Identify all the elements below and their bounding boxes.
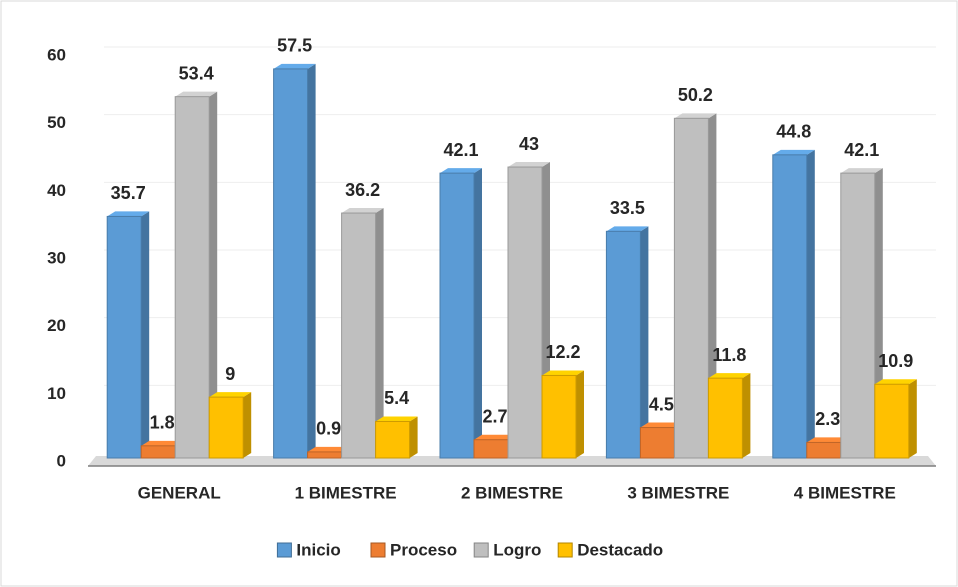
- bar-top: [640, 422, 683, 428]
- bar: [140, 445, 176, 459]
- y-tick-label: 20: [47, 316, 66, 335]
- bar-side: [243, 392, 252, 458]
- legend-label: Inicio: [296, 540, 340, 559]
- x-tick-label: GENERAL: [138, 483, 221, 502]
- data-label: 5.4: [384, 388, 409, 408]
- bar: [707, 377, 743, 459]
- bar-top: [840, 168, 883, 174]
- bar-top: [874, 379, 917, 385]
- bar-side: [141, 211, 150, 458]
- legend-label: Proceso: [390, 540, 457, 559]
- bar: [639, 427, 675, 459]
- data-label: 0.9: [316, 419, 341, 439]
- data-label: 10.9: [878, 351, 913, 371]
- bar-top: [440, 168, 482, 174]
- bar: [605, 230, 641, 459]
- data-label: 2.3: [815, 409, 840, 429]
- data-label: 33.5: [610, 198, 645, 218]
- bar: [439, 172, 475, 459]
- bar-side: [640, 226, 649, 458]
- legend-swatch: [276, 542, 292, 558]
- bar-top: [508, 162, 550, 168]
- bar: [541, 374, 577, 459]
- bar: [874, 383, 910, 459]
- bar-top: [708, 373, 751, 379]
- bar: [208, 396, 244, 459]
- legend-swatch: [473, 542, 489, 558]
- bar-top: [806, 437, 849, 443]
- data-label: 4.5: [649, 394, 674, 414]
- data-label: 53.4: [179, 63, 214, 83]
- bar-top: [542, 370, 584, 376]
- data-label: 35.7: [111, 183, 146, 203]
- bar: [507, 166, 543, 459]
- bar-side: [708, 113, 717, 459]
- bar: [174, 96, 210, 459]
- data-label: 11.8: [712, 345, 746, 365]
- bar: [772, 154, 808, 459]
- x-tick-label: 4 BIMESTRE: [794, 483, 896, 502]
- bar-side: [474, 168, 482, 458]
- data-label: 57.5: [277, 36, 312, 56]
- bar-top: [175, 91, 218, 97]
- y-tick-label: 60: [47, 45, 66, 64]
- y-tick-label: 30: [47, 248, 66, 267]
- bar-top: [107, 211, 150, 217]
- bar-side: [742, 373, 751, 458]
- bar-side: [908, 379, 917, 458]
- bar-side: [209, 91, 218, 458]
- y-tick-label: 40: [47, 181, 66, 200]
- bar-top: [375, 416, 418, 422]
- data-label: 42.1: [443, 140, 478, 160]
- data-label: 50.2: [678, 85, 713, 105]
- bar: [307, 451, 343, 459]
- bar-top: [209, 392, 252, 398]
- x-tick-label: 3 BIMESTRE: [627, 483, 729, 502]
- bar-side: [375, 208, 384, 458]
- data-label: 1.8: [150, 413, 175, 433]
- bar: [840, 172, 876, 459]
- bar-top: [674, 113, 717, 119]
- bar: [106, 215, 142, 459]
- bar: [375, 420, 411, 459]
- x-tick-label: 1 BIMESTRE: [295, 483, 397, 502]
- bar-top: [341, 208, 384, 214]
- legend-label: Logro: [493, 540, 541, 559]
- legend-label: Destacado: [577, 540, 663, 559]
- bar: [806, 441, 842, 459]
- data-label: 42.1: [844, 140, 879, 160]
- bar: [273, 68, 309, 459]
- data-label: 9: [225, 364, 235, 384]
- legend-swatch: [370, 542, 386, 558]
- data-label: 2.7: [482, 406, 507, 426]
- bar: [341, 212, 377, 459]
- bar-side: [307, 63, 316, 459]
- bar-top: [273, 63, 316, 69]
- bar-top: [772, 149, 815, 155]
- y-tick-label: 0: [57, 451, 66, 470]
- bar-top: [606, 226, 649, 232]
- bar-side: [806, 149, 815, 458]
- data-label: 12.2: [545, 342, 580, 362]
- bar-top: [307, 446, 350, 452]
- bar-side: [576, 370, 584, 458]
- x-tick-label: 2 BIMESTRE: [461, 483, 563, 502]
- data-label: 44.8: [776, 122, 811, 142]
- bar-top: [474, 434, 516, 440]
- data-label: 36.2: [345, 180, 380, 200]
- bar-top: [141, 440, 184, 446]
- bar-side: [409, 416, 418, 458]
- y-tick-label: 10: [47, 384, 66, 403]
- data-label: 43: [519, 134, 539, 154]
- legend-swatch: [557, 542, 573, 558]
- y-tick-label: 50: [47, 113, 66, 132]
- bar: [673, 117, 709, 459]
- bar: [473, 439, 509, 459]
